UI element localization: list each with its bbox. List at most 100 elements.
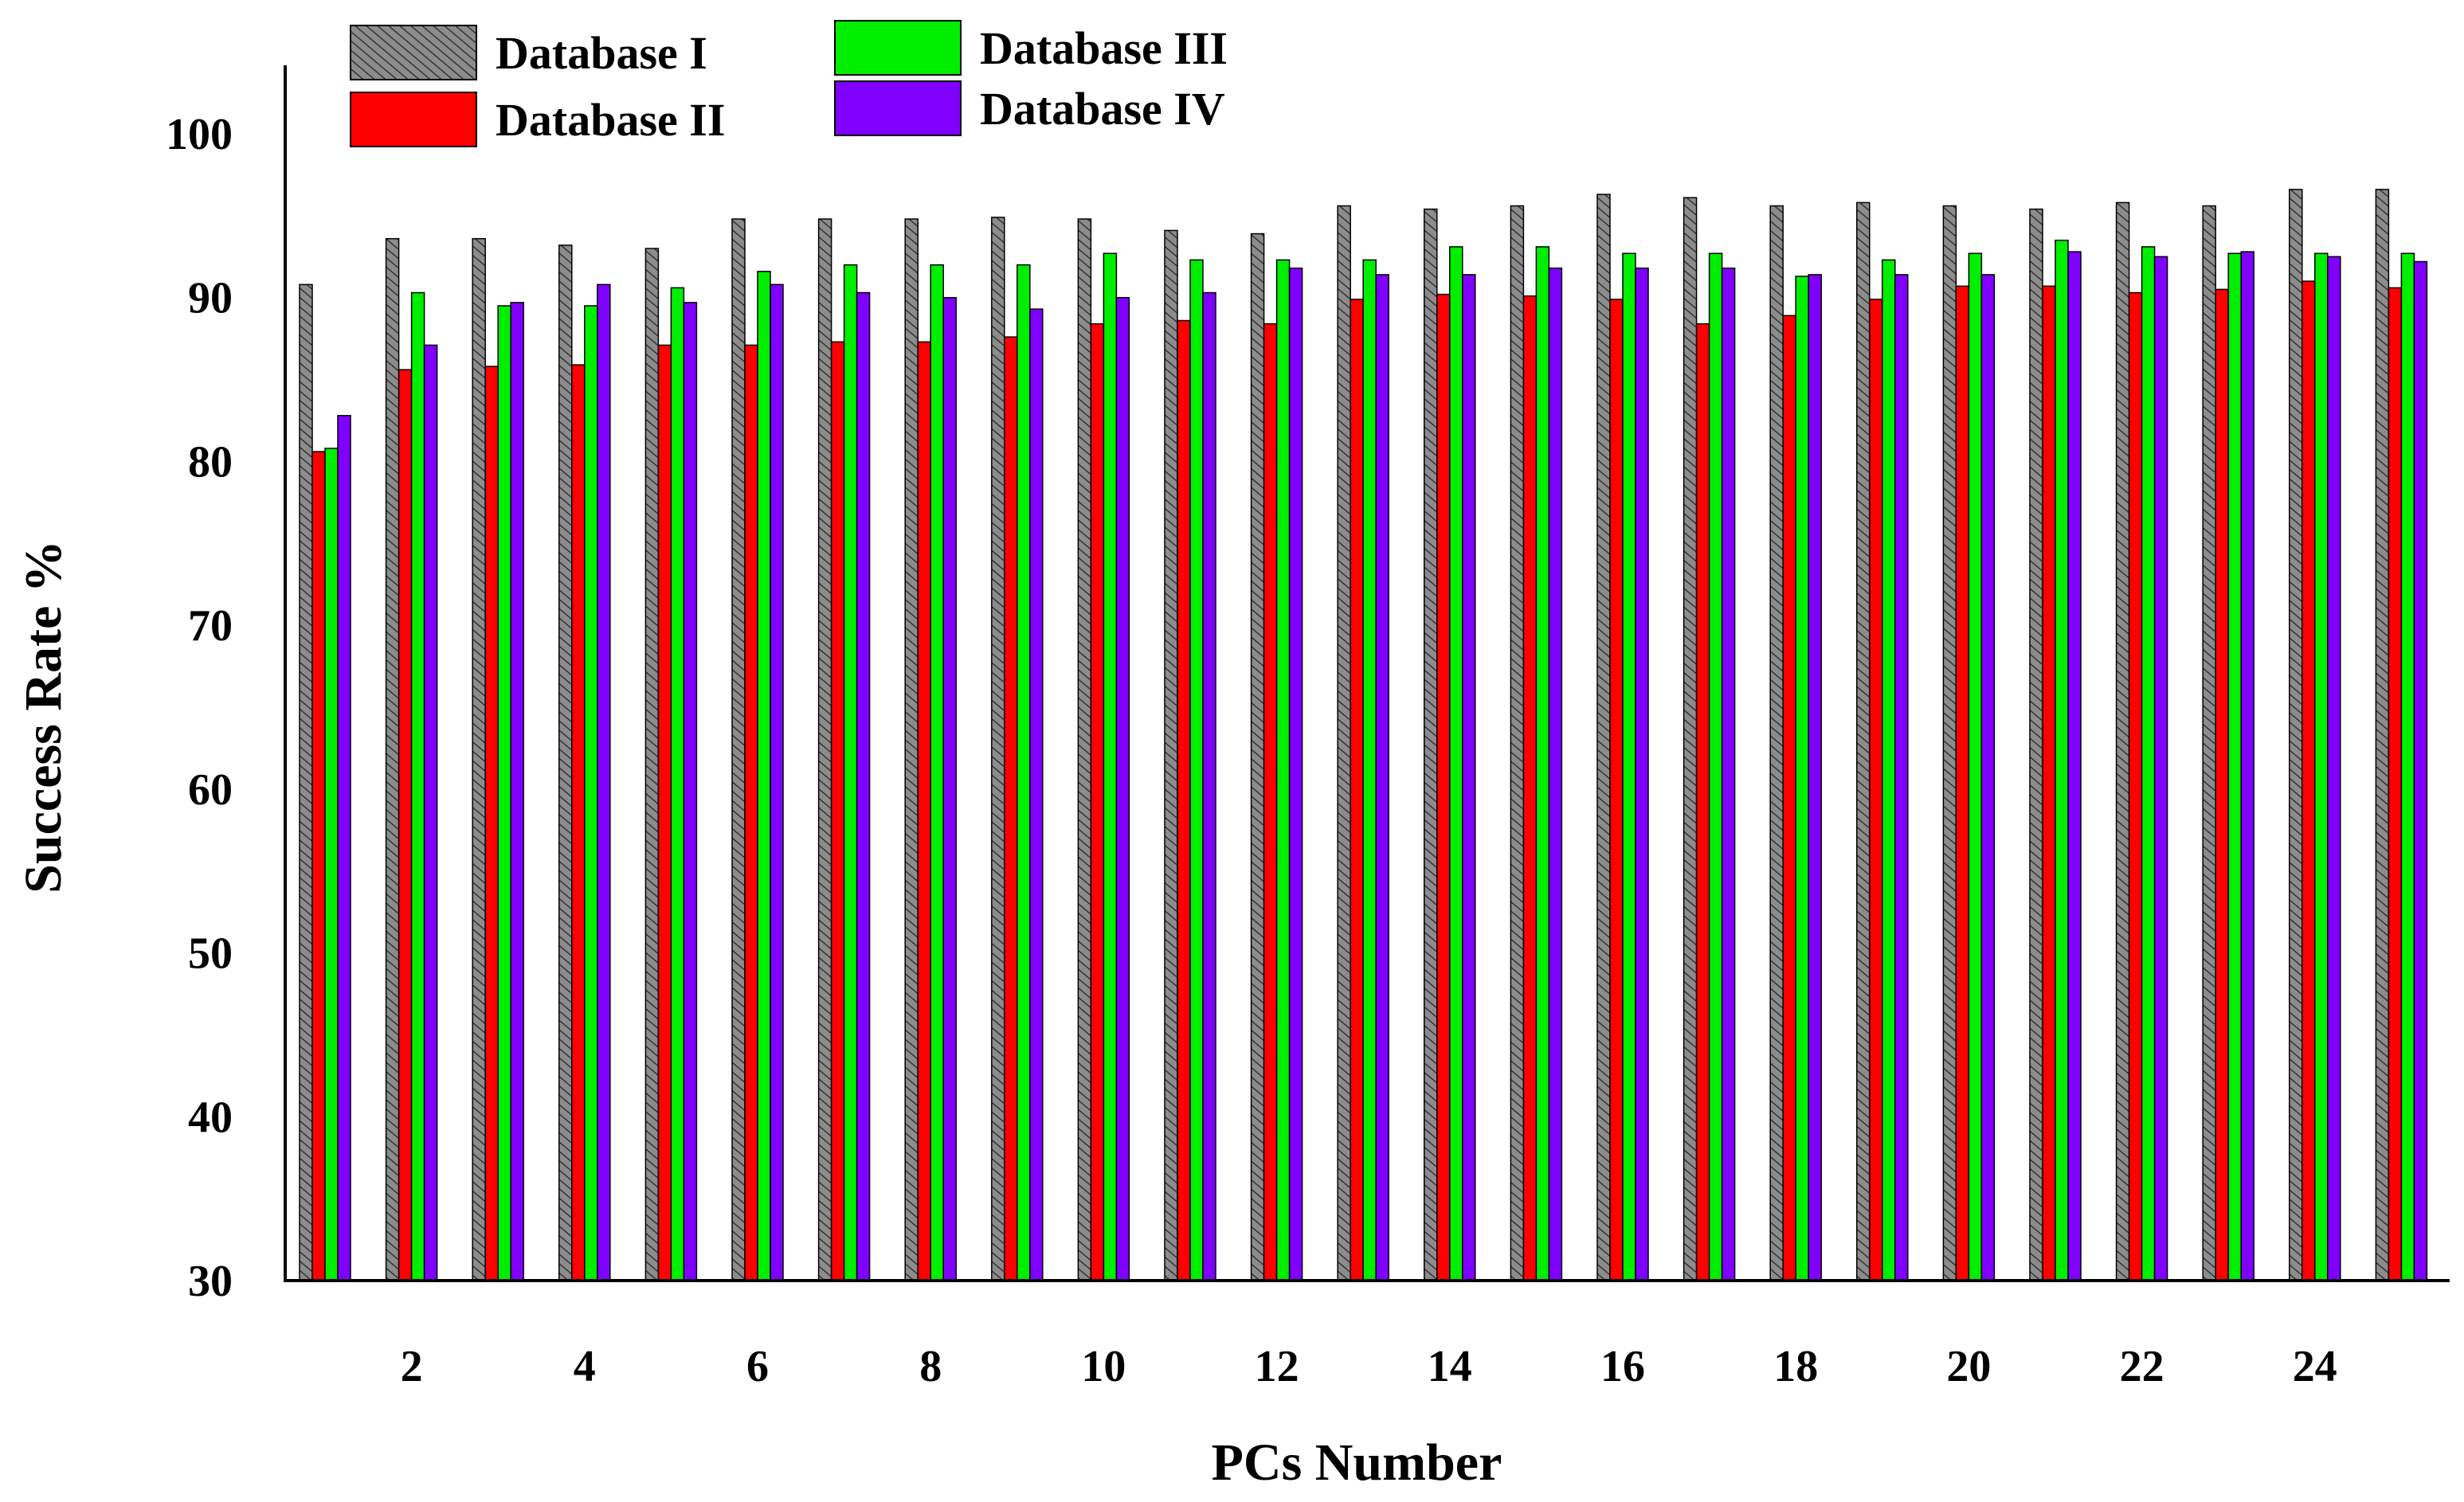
x-tick-label-16: 16 xyxy=(1600,1342,1645,1391)
bar-series-3-pc-12 xyxy=(1275,259,1291,1281)
bar-series-1-pc-5 xyxy=(644,248,660,1281)
bar-series-3-pc-13 xyxy=(1362,259,1377,1281)
bar-series-4-pc-3 xyxy=(510,302,524,1281)
bar-series-1-pc-25 xyxy=(2375,189,2390,1281)
bar-series-2-pc-15 xyxy=(1522,295,1538,1281)
bar-series-2-pc-25 xyxy=(2388,287,2403,1281)
bar-series-1-pc-20 xyxy=(1942,205,1957,1281)
bar-series-4-pc-13 xyxy=(1375,274,1389,1281)
bar-series-4-pc-25 xyxy=(2413,260,2428,1281)
bar-series-2-pc-13 xyxy=(1350,299,1364,1281)
x-tick-label-18: 18 xyxy=(1773,1342,1818,1391)
bar-series-4-pc-17 xyxy=(1721,267,1736,1281)
bar-series-4-pc-18 xyxy=(1808,274,1822,1281)
bar-series-1-pc-11 xyxy=(1164,229,1178,1281)
bar-series-2-pc-6 xyxy=(744,344,758,1281)
bar-series-4-pc-9 xyxy=(1029,308,1044,1281)
y-tick-label-80: 80 xyxy=(188,437,233,487)
bar-series-1-pc-23 xyxy=(2202,205,2216,1281)
bar-series-2-pc-9 xyxy=(1004,336,1018,1281)
legend-label-4: Database IV xyxy=(980,83,1225,135)
bar-series-3-pc-24 xyxy=(2314,252,2329,1281)
bar-series-1-pc-17 xyxy=(1682,197,1698,1281)
x-tick-label-10: 10 xyxy=(1081,1342,1126,1391)
bar-series-2-pc-20 xyxy=(1955,285,1970,1281)
x-tick-label-2: 2 xyxy=(401,1342,423,1391)
bar-series-4-pc-11 xyxy=(1202,291,1216,1281)
bar-series-3-pc-21 xyxy=(2055,239,2069,1281)
legend-swatch-4 xyxy=(834,80,962,136)
x-tick-label-22: 22 xyxy=(2120,1342,2164,1391)
legend-label-1: Database I xyxy=(496,27,707,79)
bar-series-4-pc-19 xyxy=(1894,274,1909,1281)
bar-series-2-pc-11 xyxy=(1177,319,1191,1281)
bar-series-2-pc-14 xyxy=(1436,293,1451,1281)
bar-series-2-pc-5 xyxy=(657,344,672,1281)
bar-series-3-pc-2 xyxy=(410,291,425,1281)
bar-series-2-pc-4 xyxy=(571,364,586,1281)
x-tick-labels: 2 4 6 8 10 12 14 16 18 20 22 24 xyxy=(401,1342,2337,1391)
bars-layer xyxy=(299,189,2428,1281)
bar-series-1-pc-22 xyxy=(2115,201,2130,1281)
bar-series-1-pc-13 xyxy=(1337,205,1351,1281)
bar-series-2-pc-16 xyxy=(1609,299,1624,1281)
x-axis-title: PCs Number xyxy=(1212,1434,1502,1492)
bar-series-3-pc-22 xyxy=(2141,246,2156,1281)
bar-series-4-pc-16 xyxy=(1635,267,1649,1281)
y-axis-title: Success Rate % xyxy=(14,540,72,894)
y-tick-label-50: 50 xyxy=(188,929,233,979)
bar-series-1-pc-8 xyxy=(904,218,919,1281)
bar-series-2-pc-8 xyxy=(917,341,931,1281)
bar-series-2-pc-3 xyxy=(484,366,499,1281)
bar-series-3-pc-19 xyxy=(1882,259,1896,1281)
bar-series-3-pc-20 xyxy=(1968,252,1983,1281)
x-tick-label-14: 14 xyxy=(1428,1342,1472,1391)
bar-series-3-pc-14 xyxy=(1449,246,1463,1281)
bar-series-2-pc-24 xyxy=(2301,280,2316,1281)
y-tick-label-90: 90 xyxy=(188,274,233,323)
bar-series-1-pc-7 xyxy=(817,218,832,1281)
legend-swatch-3 xyxy=(834,20,962,76)
bar-series-1-pc-15 xyxy=(1510,205,1525,1281)
bar-series-1-pc-19 xyxy=(1856,201,1871,1281)
bar-series-3-pc-8 xyxy=(930,264,944,1281)
bar-series-2-pc-18 xyxy=(1782,315,1796,1281)
bar-series-1-pc-9 xyxy=(991,217,1005,1281)
bar-series-3-pc-4 xyxy=(584,305,598,1281)
bar-series-1-pc-3 xyxy=(472,237,486,1281)
x-tick-label-6: 6 xyxy=(746,1342,769,1391)
bar-series-3-pc-9 xyxy=(1017,264,1031,1281)
bar-series-3-pc-17 xyxy=(1708,252,1723,1281)
bar-series-4-pc-23 xyxy=(2240,251,2254,1281)
bar-series-4-pc-22 xyxy=(2153,256,2168,1281)
y-tick-label-60: 60 xyxy=(188,765,233,815)
bar-series-2-pc-23 xyxy=(2215,288,2229,1281)
y-tick-labels: 30 40 50 60 70 80 90 100 xyxy=(166,110,233,1306)
bar-series-2-pc-12 xyxy=(1263,323,1278,1281)
x-tick-label-8: 8 xyxy=(919,1342,942,1391)
bar-series-1-pc-18 xyxy=(1769,205,1784,1281)
bar-series-4-pc-8 xyxy=(942,296,957,1281)
bar-series-3-pc-3 xyxy=(497,305,511,1281)
axes-layer xyxy=(284,65,2450,1282)
bar-series-1-pc-21 xyxy=(2029,208,2043,1281)
bar-series-1-pc-4 xyxy=(558,244,573,1281)
legend: Database I Database II Database III Databas… xyxy=(350,20,1228,147)
bar-series-2-pc-21 xyxy=(2042,285,2056,1281)
bar-series-3-pc-10 xyxy=(1103,252,1118,1281)
bar-series-1-pc-12 xyxy=(1250,233,1265,1281)
y-tick-label-70: 70 xyxy=(188,601,233,651)
bar-series-3-pc-1 xyxy=(324,448,339,1281)
x-tick-label-24: 24 xyxy=(2293,1342,2337,1391)
bar-series-4-pc-20 xyxy=(1980,274,1996,1281)
bar-series-4-pc-6 xyxy=(770,284,784,1281)
bar-series-2-pc-10 xyxy=(1090,323,1105,1281)
bar-series-2-pc-17 xyxy=(1695,323,1710,1281)
bar-series-3-pc-23 xyxy=(2227,252,2242,1281)
bar-series-4-pc-24 xyxy=(2327,256,2341,1281)
bar-series-4-pc-2 xyxy=(423,344,438,1281)
bar-series-2-pc-2 xyxy=(398,369,413,1281)
bar-series-2-pc-1 xyxy=(311,451,326,1281)
bar-series-2-pc-7 xyxy=(830,341,845,1281)
bar-series-3-pc-18 xyxy=(1795,276,1809,1281)
